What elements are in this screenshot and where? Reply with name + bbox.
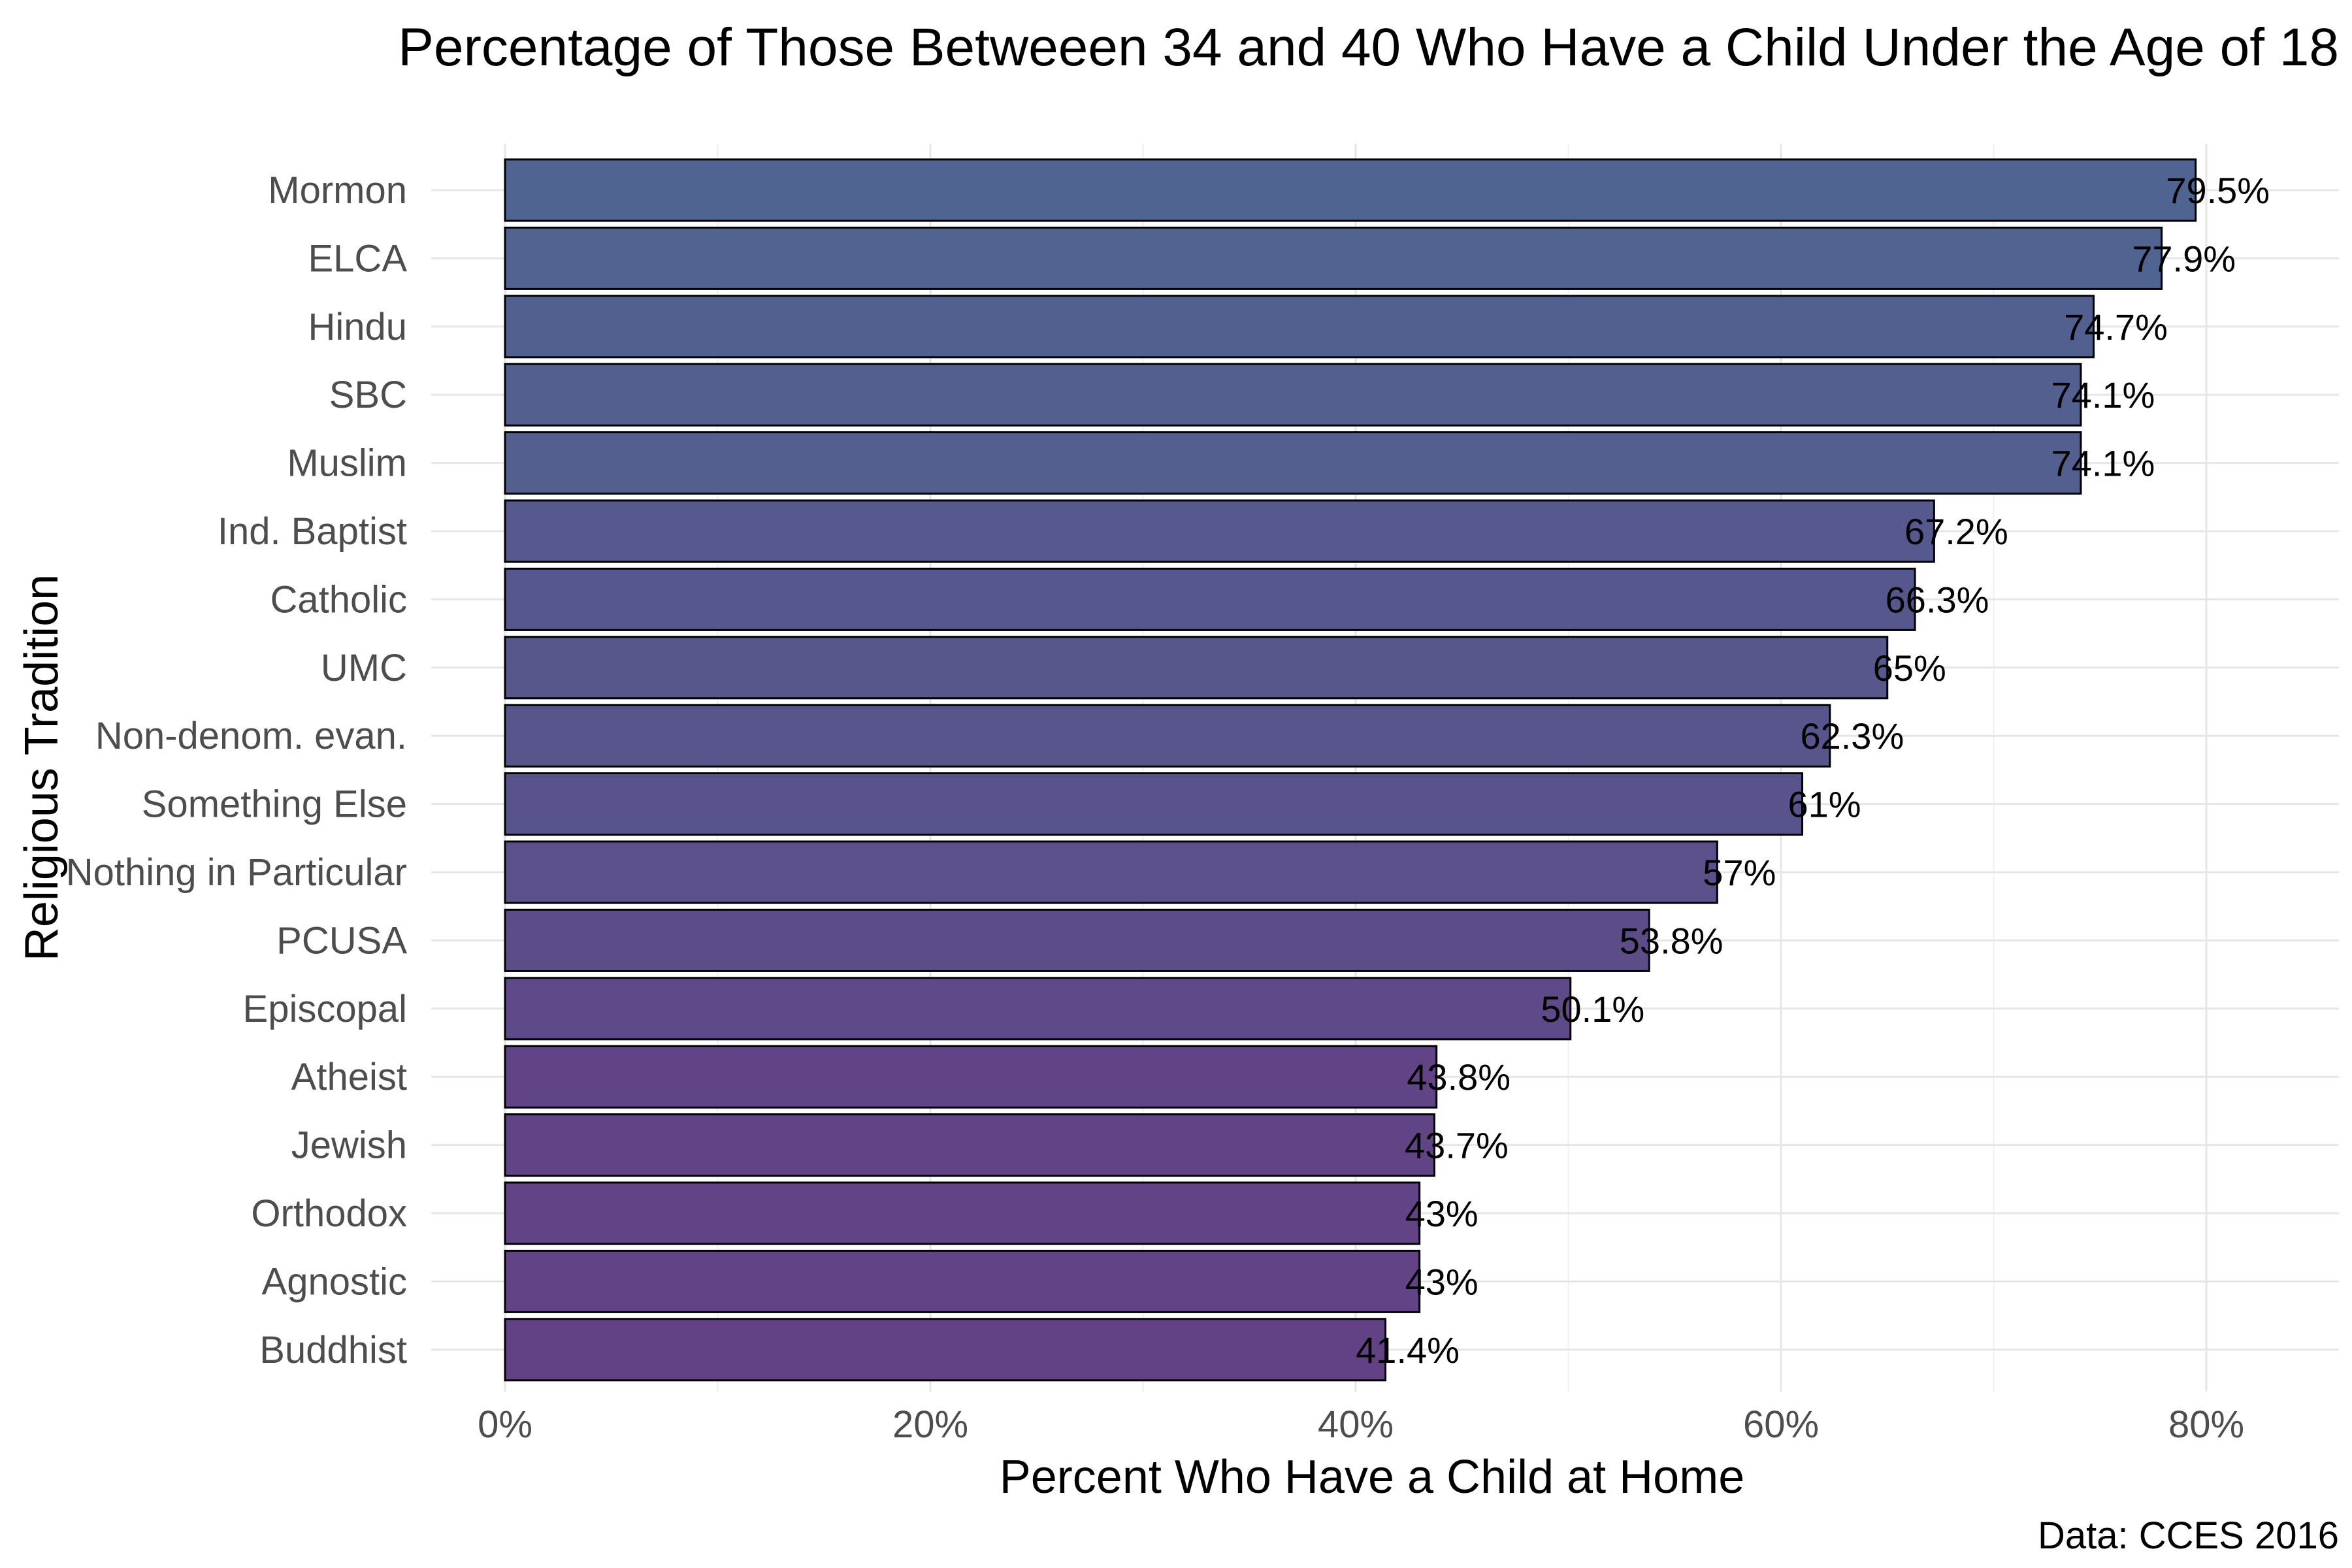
y-tick-label: Ind. Baptist [218,510,407,553]
bar [504,363,2082,427]
bar-value-label: 61% [1788,784,1861,825]
bar [504,1045,1438,1109]
bar-layer [504,158,2197,1382]
y-tick-label: Episcopal [243,988,407,1030]
bar-value-label: 50.1% [1541,988,1644,1030]
bar [504,1249,1421,1313]
x-tick-label: 40% [1318,1403,1394,1446]
y-tick-label: Orthodox [251,1192,407,1235]
y-tick-label: Something Else [142,783,407,826]
bar-value-label: 67.2% [1904,511,2008,552]
x-tick-layer: 0% 20% 40% 60% 80% [478,1403,2244,1446]
chart-title: Percentage of Those Betweeen 34 and 40 W… [398,18,2339,77]
bar-value-label: 53.8% [1620,920,1723,961]
bar [504,226,2163,290]
y-tick-label: SBC [329,374,407,416]
y-tick-label: PCUSA [276,919,407,962]
bar [504,977,1572,1041]
caption: Data: CCES 2016 [2038,1514,2339,1557]
y-tick-label: Buddhist [259,1329,407,1371]
x-tick-label: 0% [478,1403,532,1446]
bar-value-label: 66.3% [1886,579,1989,620]
y-tick-label: Nothing in Particular [66,851,407,894]
x-tick-label: 60% [1743,1403,1819,1446]
x-axis-title: Percent Who Have a Child at Home [1000,1451,1745,1503]
bar-value-label: 43% [1405,1261,1478,1302]
y-tick-label: Jewish [291,1124,407,1167]
y-tick-label: Mormon [268,169,407,212]
y-tick-label: ELCA [308,237,407,280]
y-tick-label: Agnostic [262,1260,407,1303]
bar-value-label: 74.1% [2051,374,2155,416]
bar-value-label: 57% [1703,852,1776,893]
bar-value-label: 77.9% [2132,238,2236,279]
bar [504,1318,1387,1382]
bar-value-label: 74.7% [2064,306,2168,348]
bar-value-label: 43.8% [1407,1056,1511,1098]
bar [504,704,1831,768]
data-label-layer: 79.5% 77.9% 74.7% 74.1% 74.1% 67.2% 66.3% 65% 62… [1356,170,2270,1371]
x-tick-label: 80% [2168,1403,2244,1446]
bar-value-label: 43% [1405,1193,1478,1234]
bar [504,1181,1421,1245]
bar [504,908,1650,972]
y-axis-title: Religious Tradition [16,574,68,961]
bar [504,567,1916,631]
bar [504,1113,1435,1177]
bar-value-label: 74.1% [2051,443,2155,484]
y-tick-layer: Mormon ELCA Hindu SBC Muslim Ind. Baptist Cath… [66,169,408,1371]
bar [504,636,1889,700]
y-tick-label: Non-denom. evan. [95,715,407,757]
bar [504,158,2197,222]
y-tick-label: Hindu [308,306,407,348]
bar-value-label: 62.3% [1800,715,1904,757]
y-tick-label: UMC [321,647,407,689]
bar-value-label: 79.5% [2166,170,2270,211]
bar [504,295,2095,359]
y-tick-label: Muslim [287,442,407,485]
bar-value-label: 65% [1873,647,1946,689]
bar [504,431,2082,495]
y-tick-label: Atheist [291,1056,407,1098]
bar [504,499,1935,563]
bar-value-label: 41.4% [1356,1330,1460,1371]
x-tick-label: 20% [892,1403,968,1446]
bar-value-label: 43.7% [1405,1125,1509,1166]
y-tick-label: Catholic [270,578,407,621]
bar [504,840,1718,904]
bar [504,772,1804,836]
